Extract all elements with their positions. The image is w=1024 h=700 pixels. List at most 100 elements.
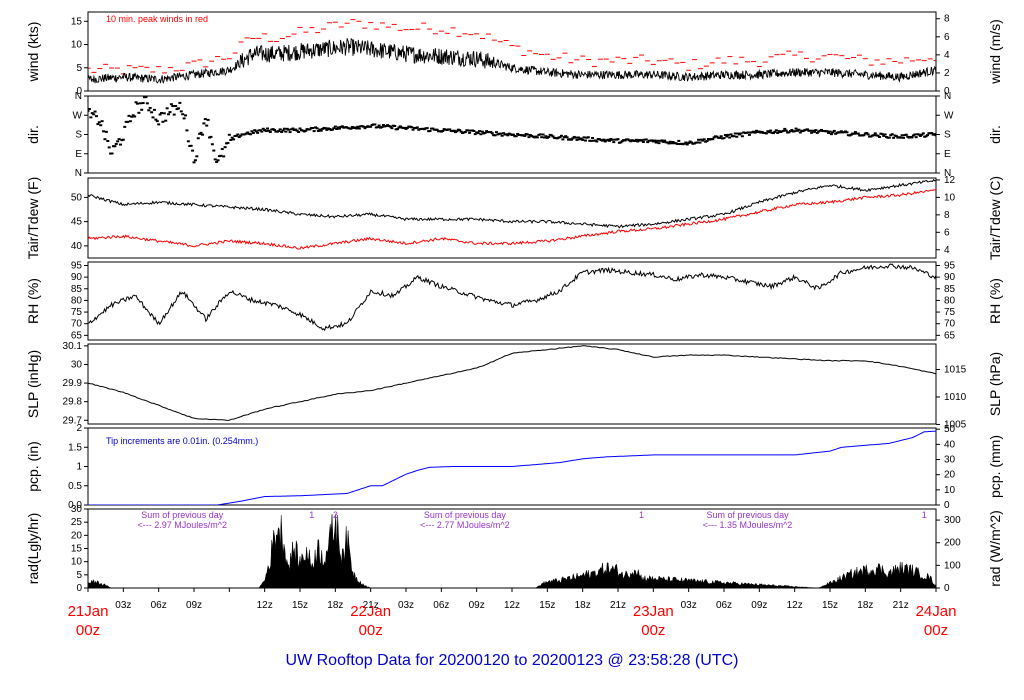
- wind-direction-point: [685, 143, 689, 146]
- left-tick-label: 1: [76, 462, 82, 473]
- wind-direction-point: [656, 139, 660, 142]
- wind-direction-point: [719, 135, 723, 138]
- right-tick-label: E: [944, 149, 951, 160]
- rad-annotation-line2: <--- 2.97 MJoules/m^2: [137, 520, 227, 530]
- time-tick-label: 21z: [893, 600, 909, 611]
- time-tick-label: 09z: [751, 600, 767, 611]
- wind-direction-point: [490, 132, 494, 135]
- wind-direction-point: [186, 140, 190, 143]
- wind-direction-point: [145, 102, 149, 105]
- wind-direction-point: [318, 128, 322, 131]
- wind-direction-point: [876, 134, 880, 137]
- y-axis-label-left: SLP (inHg): [25, 350, 41, 418]
- wind-direction-point: [355, 127, 359, 130]
- wind-direction-point: [202, 122, 206, 125]
- time-tick-label: 15z: [292, 600, 308, 611]
- wind-direction-point: [827, 131, 831, 134]
- day-label-time: 00z: [76, 622, 100, 639]
- wind-direction-point: [141, 102, 145, 105]
- wind-direction-point: [119, 143, 123, 146]
- left-tick-label: 1.5: [68, 442, 82, 453]
- left-tick-label: 50: [71, 192, 83, 203]
- left-tick-label: 30: [71, 504, 83, 515]
- wind-direction-point: [661, 140, 665, 143]
- wind-direction-point: [157, 123, 161, 126]
- wind-direction-point: [771, 132, 775, 135]
- right-tick-label: 50: [944, 424, 956, 435]
- y-axis-label-right: RH (%): [987, 278, 1003, 324]
- rad-marker: 2: [333, 510, 338, 520]
- wind-direction-point: [397, 126, 401, 129]
- series-line-0: [88, 178, 936, 229]
- y-axis-label-right: wind (m/s): [987, 19, 1003, 85]
- rad-annotation-line1: Sum of previous day: [424, 510, 507, 520]
- time-tick-label: 09z: [186, 600, 202, 611]
- wind-direction-point: [476, 132, 480, 135]
- wind-direction-point: [489, 130, 493, 133]
- wind-direction-point: [102, 130, 106, 133]
- wind-direction-point: [116, 140, 120, 143]
- wind-direction-point: [811, 129, 815, 132]
- right-tick-label: 75: [944, 307, 956, 318]
- wind-direction-point: [127, 114, 131, 117]
- wind-direction-point: [458, 129, 462, 132]
- wind-direction-point: [589, 139, 593, 142]
- wind-direction-point: [650, 139, 654, 142]
- wind-direction-point: [702, 138, 706, 141]
- radiation-area: [88, 513, 936, 588]
- wind-direction-point: [410, 126, 414, 129]
- time-tick-label: 18z: [575, 600, 591, 611]
- wind-direction-point: [96, 123, 100, 126]
- left-tick-label: 0.5: [68, 481, 82, 492]
- left-tick-label: 75: [71, 307, 83, 318]
- time-tick-label: 06z: [716, 600, 732, 611]
- wind-direction-point: [825, 130, 829, 133]
- wind-direction-point: [829, 133, 833, 136]
- wind-direction-point: [887, 136, 891, 139]
- wind-direction-point: [133, 115, 137, 118]
- series-line-0: [88, 263, 936, 332]
- wind-direction-point: [657, 142, 661, 145]
- y-axis-label-right: SLP (hPa): [987, 352, 1003, 416]
- right-tick-label: 70: [944, 319, 956, 330]
- wind-direction-point: [569, 138, 573, 141]
- wind-direction-point: [158, 113, 162, 116]
- left-tick-label: 0: [76, 86, 82, 97]
- wind-direction-point: [261, 127, 265, 130]
- wind-direction-point: [760, 130, 764, 133]
- wind-direction-point: [466, 129, 470, 132]
- wind-direction-point: [722, 137, 726, 140]
- wind-direction-point: [253, 129, 257, 132]
- wind-direction-point: [926, 134, 930, 137]
- wind-direction-point: [831, 131, 835, 134]
- wind-direction-point: [431, 127, 435, 130]
- right-tick-label: 0: [944, 86, 950, 97]
- wind-direction-point: [216, 159, 220, 162]
- time-tick-label: 06z: [433, 600, 449, 611]
- wind-direction-point: [543, 136, 547, 139]
- y-axis-label-left: dir.: [25, 125, 41, 144]
- left-tick-label: N: [75, 91, 82, 102]
- left-tick-label: E: [75, 149, 82, 160]
- left-tick-label: 25: [71, 517, 83, 528]
- wind-direction-point: [564, 135, 568, 138]
- wind-direction-point: [787, 131, 791, 134]
- wind-direction-point: [246, 131, 250, 134]
- wind-direction-point: [251, 131, 255, 134]
- left-tick-label: 2: [76, 423, 82, 434]
- wind-direction-point: [608, 139, 612, 142]
- right-tick-label: N: [944, 168, 951, 179]
- wind-direction-point: [452, 129, 456, 132]
- wind-direction-point: [574, 136, 578, 139]
- wind-direction-point: [315, 127, 319, 130]
- wind-direction-point: [535, 136, 539, 139]
- wind-direction-point: [838, 131, 842, 134]
- right-tick-label: N: [944, 91, 951, 102]
- wind-direction-point: [191, 149, 195, 152]
- wind-direction-point: [636, 140, 640, 143]
- wind-direction-point: [152, 108, 156, 111]
- left-tick-label: 90: [71, 272, 83, 283]
- wind-direction-point: [670, 142, 674, 145]
- wind-direction-point: [164, 119, 168, 122]
